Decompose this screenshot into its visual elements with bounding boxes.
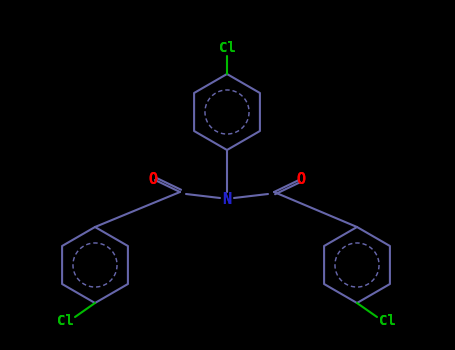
Text: Cl: Cl: [379, 314, 395, 328]
Text: O: O: [297, 173, 306, 188]
Text: N: N: [222, 193, 232, 208]
Text: Cl: Cl: [56, 314, 73, 328]
Text: O: O: [148, 173, 157, 188]
Text: O: O: [297, 173, 306, 188]
Text: Cl: Cl: [218, 41, 235, 55]
Text: Cl: Cl: [379, 314, 395, 328]
Text: O: O: [148, 173, 157, 188]
Text: Cl: Cl: [56, 314, 73, 328]
Text: N: N: [222, 193, 232, 208]
Text: Cl: Cl: [218, 41, 235, 55]
